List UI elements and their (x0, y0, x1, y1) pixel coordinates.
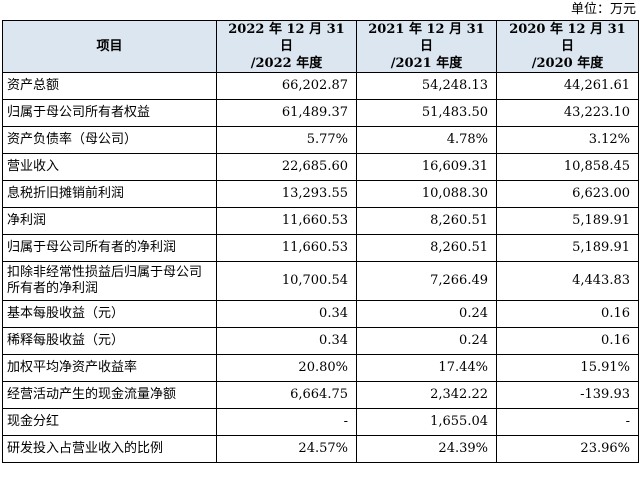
cell-2022: 6,664.75 (216, 381, 357, 409)
header-col-2022: 2022 年 12 月 31 日 /2022 年度 (216, 20, 357, 73)
cell-2021: 0.24 (356, 300, 497, 328)
cell-2021: 51,483.50 (356, 99, 497, 127)
row-label: 资产总额 (2, 72, 217, 100)
header-col-2021-line2: /2021 年度 (390, 56, 463, 71)
cell-2022: 5.77% (216, 126, 357, 154)
table-row: 加权平均净资产收益率 20.80% 17.44% 15.91% (2, 354, 639, 382)
table-row: 营业收入 22,685.60 16,609.31 10,858.45 (2, 153, 639, 181)
header-col-2020-line1: 2020 年 12 月 31 日 (509, 22, 626, 54)
header-col-2021-line1: 2021 年 12 月 31 日 (368, 22, 485, 54)
cell-2022: 11,660.53 (216, 207, 357, 235)
cell-2021: 2,342.22 (356, 381, 497, 409)
table-row: 基本每股收益（元） 0.34 0.24 0.16 (2, 300, 639, 328)
row-label: 加权平均净资产收益率 (2, 354, 217, 382)
cell-2021: 16,609.31 (356, 153, 497, 181)
table-row: 净利润 11,660.53 8,260.51 5,189.91 (2, 207, 639, 235)
header-col-2021: 2021 年 12 月 31 日 /2021 年度 (356, 20, 497, 73)
cell-2020: 3.12% (496, 126, 639, 154)
row-label: 现金分红 (2, 408, 217, 436)
table-row: 资产负债率（母公司） 5.77% 4.78% 3.12% (2, 126, 639, 154)
cell-2020: 15.91% (496, 354, 639, 382)
cell-2020: 44,261.61 (496, 72, 639, 100)
row-label: 基本每股收益（元） (2, 300, 217, 328)
row-label: 归属于母公司所有者权益 (2, 99, 217, 127)
cell-2022: 13,293.55 (216, 180, 357, 208)
row-label: 息税折旧摊销前利润 (2, 180, 217, 208)
cell-2022: 20.80% (216, 354, 357, 382)
row-label: 净利润 (2, 207, 217, 235)
cell-2020: -139.93 (496, 381, 639, 409)
header-col-2020-line2: /2020 年度 (531, 56, 604, 71)
table-row: 归属于母公司所有者的净利润 11,660.53 8,260.51 5,189.9… (2, 234, 639, 262)
cell-2022: 0.34 (216, 300, 357, 328)
row-label: 研发投入占营业收入的比例 (2, 435, 217, 463)
cell-2020: 0.16 (496, 327, 639, 355)
table-row: 归属于母公司所有者权益 61,489.37 51,483.50 43,223.1… (2, 99, 639, 127)
financial-summary-table: 项目 2022 年 12 月 31 日 /2022 年度 2021 年 12 月… (2, 20, 639, 463)
cell-2020: 10,858.45 (496, 153, 639, 181)
cell-2022: 66,202.87 (216, 72, 357, 100)
cell-2021: 0.24 (356, 327, 497, 355)
row-label: 经营活动产生的现金流量净额 (2, 381, 217, 409)
table-row: 息税折旧摊销前利润 13,293.55 10,088.30 6,623.00 (2, 180, 639, 208)
header-col-2022-line1: 2022 年 12 月 31 日 (228, 22, 345, 54)
cell-2020: 5,189.91 (496, 234, 639, 262)
header-item: 项目 (2, 20, 217, 73)
cell-2020: 0.16 (496, 300, 639, 328)
row-label: 归属于母公司所有者的净利润 (2, 234, 217, 262)
cell-2021: 17.44% (356, 354, 497, 382)
cell-2020: 23.96% (496, 435, 639, 463)
cell-2021: 7,266.49 (356, 261, 497, 301)
cell-2022: 61,489.37 (216, 99, 357, 127)
header-col-2022-line2: /2022 年度 (250, 56, 323, 71)
cell-2022: - (216, 408, 357, 436)
cell-2021: 8,260.51 (356, 207, 497, 235)
cell-2022: 24.57% (216, 435, 357, 463)
cell-2021: 4.78% (356, 126, 497, 154)
cell-2022: 11,660.53 (216, 234, 357, 262)
row-label: 稀释每股收益（元） (2, 327, 217, 355)
cell-2020: 5,189.91 (496, 207, 639, 235)
cell-2021: 24.39% (356, 435, 497, 463)
cell-2021: 54,248.13 (356, 72, 497, 100)
cell-2021: 10,088.30 (356, 180, 497, 208)
table-row: 稀释每股收益（元） 0.34 0.24 0.16 (2, 327, 639, 355)
cell-2022: 0.34 (216, 327, 357, 355)
table-row: 扣除非经常性损益后归属于母公司所有者的净利润 10,700.54 7,266.4… (2, 261, 639, 301)
cell-2021: 8,260.51 (356, 234, 497, 262)
header-col-2020: 2020 年 12 月 31 日 /2020 年度 (496, 20, 639, 73)
table-row: 经营活动产生的现金流量净额 6,664.75 2,342.22 -139.93 (2, 381, 639, 409)
cell-2020: 6,623.00 (496, 180, 639, 208)
cell-2021: 1,655.04 (356, 408, 497, 436)
table-row: 现金分红 - 1,655.04 - (2, 408, 639, 436)
unit-label: 单位：万元 (570, 2, 636, 17)
table-row: 研发投入占营业收入的比例 24.57% 24.39% 23.96% (2, 435, 639, 463)
row-label: 营业收入 (2, 153, 217, 181)
table-header-row: 项目 2022 年 12 月 31 日 /2022 年度 2021 年 12 月… (2, 20, 639, 73)
cell-2020: 4,443.83 (496, 261, 639, 301)
cell-2020: - (496, 408, 639, 436)
table-row: 资产总额 66,202.87 54,248.13 44,261.61 (2, 72, 639, 100)
row-label: 扣除非经常性损益后归属于母公司所有者的净利润 (2, 261, 217, 301)
cell-2022: 10,700.54 (216, 261, 357, 301)
row-label: 资产负债率（母公司） (2, 126, 217, 154)
cell-2022: 22,685.60 (216, 153, 357, 181)
cell-2020: 43,223.10 (496, 99, 639, 127)
